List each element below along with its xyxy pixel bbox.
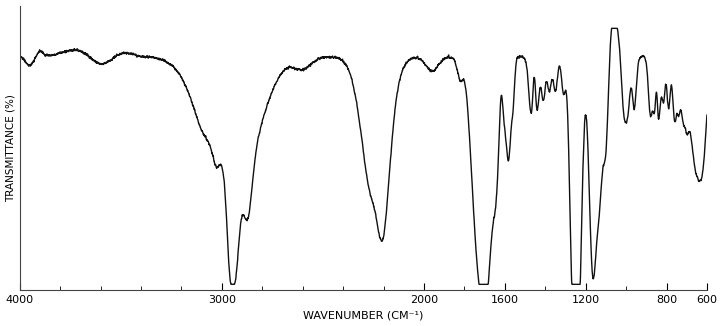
Y-axis label: TRANSMITTANCE (%): TRANSMITTANCE (%) (6, 94, 16, 202)
X-axis label: WAVENUMBER (CM⁻¹): WAVENUMBER (CM⁻¹) (303, 310, 424, 320)
